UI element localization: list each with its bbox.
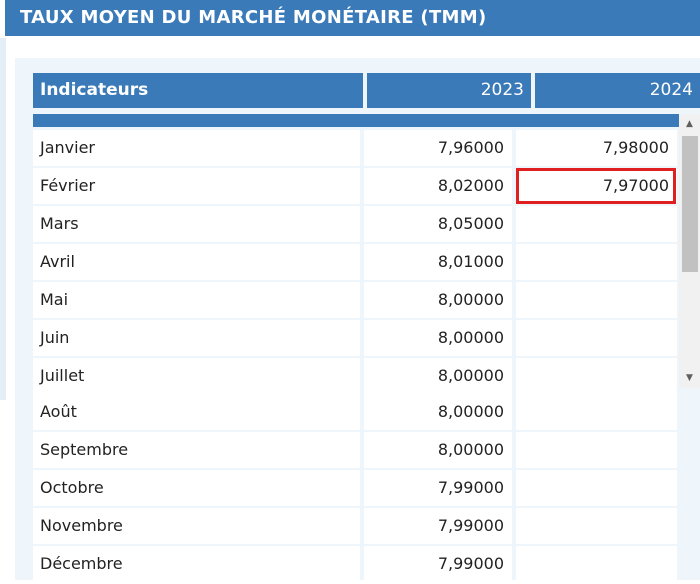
month-cell: Octobre: [33, 470, 360, 506]
month-cell: Février: [33, 168, 360, 204]
value-2023-cell: 8,00000: [364, 358, 512, 394]
value-2023-cell: 8,02000: [364, 168, 512, 204]
highlight-box: [516, 168, 676, 204]
value-2024-cell: 7,97000: [516, 168, 677, 204]
month-cell: Avril: [33, 244, 360, 280]
scroll-down-arrow-icon[interactable]: ▼: [686, 373, 693, 383]
value-2023-cell: 8,00000: [364, 394, 512, 430]
value-2024-cell: [516, 358, 677, 394]
value-2024-cell: [516, 546, 677, 582]
value-2024-cell: [516, 282, 677, 318]
value-2024-cell: [516, 432, 677, 468]
value-2024-cell: [516, 320, 677, 356]
value-2023-cell: 7,96000: [364, 130, 512, 166]
value-2024-cell: [516, 508, 677, 544]
value-2024-cell: [516, 244, 677, 280]
column-header-2023: 2023: [367, 73, 531, 108]
value-2023-cell: 7,99000: [364, 470, 512, 506]
month-cell: Juillet: [33, 358, 360, 394]
month-cell: Novembre: [33, 508, 360, 544]
value-2024-cell: [516, 206, 677, 242]
value-2023-cell: 8,05000: [364, 206, 512, 242]
value-2024-cell: [516, 394, 677, 430]
month-cell: Août: [33, 394, 360, 430]
left-strip: [0, 38, 6, 400]
value-2023-cell: 8,00000: [364, 282, 512, 318]
value-2024-cell: [516, 470, 677, 506]
month-cell: Janvier: [33, 130, 360, 166]
value-2023-cell: 8,00000: [364, 320, 512, 356]
month-cell: Mai: [33, 282, 360, 318]
month-cell: Mars: [33, 206, 360, 242]
value-2023-cell: 8,00000: [364, 432, 512, 468]
month-cell: Décembre: [33, 546, 360, 582]
column-header-indicateurs: Indicateurs: [33, 73, 363, 108]
value-2023-cell: 7,99000: [364, 546, 512, 582]
scroll-up-arrow-icon[interactable]: ▲: [686, 119, 693, 129]
column-header-2024: 2024: [535, 73, 700, 108]
month-cell: Juin: [33, 320, 360, 356]
value-2023-cell: 8,01000: [364, 244, 512, 280]
value-2024-cell: 7,98000: [516, 130, 677, 166]
value-2023-cell: 7,99000: [364, 508, 512, 544]
month-cell: Septembre: [33, 432, 360, 468]
vertical-scrollbar[interactable]: ▲ ▼: [679, 114, 700, 388]
header-subbar: [33, 114, 679, 127]
page-title: TAUX MOYEN DU MARCHÉ MONÉTAIRE (TMM): [5, 0, 700, 36]
scrollbar-thumb[interactable]: [682, 136, 698, 272]
